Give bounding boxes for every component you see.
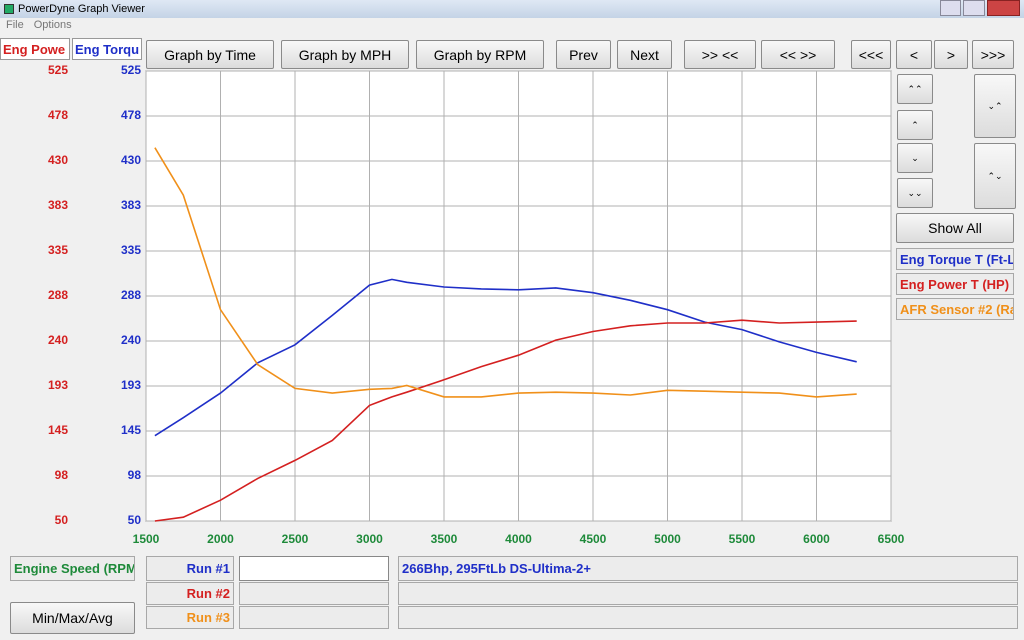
x-tick-label: 5000 [654,532,681,546]
x-tick-label: 6500 [878,532,905,546]
maximize[interactable] [963,0,985,16]
tab[interactable]: Eng Powe [0,38,70,60]
y-tick-label: 383 [48,198,68,212]
y-tick-label: 240 [121,333,141,347]
run-input[interactable] [239,556,389,581]
run-description [398,606,1018,629]
x-tick-label: 5500 [729,532,756,546]
menu-item[interactable]: File [6,19,24,31]
toolbar-button[interactable]: Graph by RPM [416,40,544,69]
scroll-up-fast[interactable]: ⌃⌃ [897,74,933,104]
y-tick-label: 335 [121,243,141,257]
x-tick-label: 4500 [580,532,607,546]
chart: 50 98 145 193 240 288 335 383 430 478 525 50 98 145 19… [48,63,905,546]
y-tick-label: 478 [48,108,68,122]
x-tick-label: 6000 [803,532,830,546]
x-tick-label: 1500 [133,532,160,546]
window-title: PowerDyne Graph Viewer [18,3,145,15]
run-description: 266Bhp, 295FtLb DS-Ultima-2+ [398,556,1018,581]
legend-entry[interactable]: AFR Sensor #2 (Ra [896,298,1014,320]
toolbar-button[interactable]: > [934,40,968,69]
series-line [154,319,857,522]
toolbar-button[interactable]: >> << [684,40,756,69]
y-tick-label: 193 [48,378,68,392]
run-input [239,582,389,605]
y-tick-label: 525 [48,63,68,77]
close[interactable] [986,0,1020,16]
y-tick-label: 288 [48,288,68,302]
y-tick-label: 50 [55,513,69,527]
x-tick-label: 2500 [282,532,309,546]
minimize[interactable] [940,0,962,16]
toolbar-button[interactable]: < [896,40,932,69]
y-tick-label: 478 [121,108,141,122]
menu-bar: File Options [0,18,1024,32]
y-tick-label: 430 [121,153,141,167]
y-tick-label: 430 [48,153,68,167]
run-label: Run #2 [146,582,234,605]
show-all-button[interactable]: Show All [896,213,1014,243]
y-tick-label: 145 [48,423,68,437]
y-tick-label: 288 [121,288,141,302]
scroll-down-fast[interactable]: ⌄⌄ [897,178,933,208]
series-line [154,147,857,398]
y-tick-label: 240 [48,333,68,347]
run-description [398,582,1018,605]
x-tick-label: 3500 [431,532,458,546]
toolbar-button[interactable]: Next [617,40,672,69]
x-tick-label: 3000 [356,532,383,546]
y-tick-label: 50 [128,513,142,527]
toolbar-button[interactable]: >>> [972,40,1014,69]
y-tick-label: 335 [48,243,68,257]
legend-entry[interactable]: Eng Power T (HP) [896,273,1014,295]
y-tick-label: 193 [121,378,141,392]
y-tick-label: 98 [128,468,142,482]
run-input [239,606,389,629]
y-tick-label: 383 [121,198,141,212]
tab[interactable]: Eng Torqu [72,38,142,60]
min-max-button[interactable]: Min/Max/Avg [10,602,135,634]
menu-item[interactable]: Options [33,19,72,31]
run-label: Run #3 [146,606,234,629]
window-controls [940,0,1020,16]
x-tick-label: 2000 [207,532,234,546]
app-icon [4,4,14,14]
y-tick-label: 145 [121,423,141,437]
toolbar-button[interactable]: Graph by Time [146,40,274,69]
scroll-up[interactable]: ⌃ [897,110,933,140]
zoom-in[interactable]: ⌄⌃ [974,74,1016,138]
scroll-down[interactable]: ⌄ [897,143,933,173]
run-label: Run #1 [146,556,234,581]
toolbar-button[interactable]: Prev [556,40,611,69]
toolbar-button[interactable]: << >> [761,40,835,69]
toolbar-button[interactable]: Graph by MPH [281,40,409,69]
zoom-out[interactable]: ⌃⌄ [974,143,1016,209]
toolbar-button[interactable]: <<< [851,40,891,69]
title-bar: PowerDyne Graph Viewer [0,0,1024,18]
x-tick-label: 4000 [505,532,532,546]
y-tick-label: 98 [55,468,69,482]
x-axis-selector[interactable]: Engine Speed (RPM [10,556,135,581]
legend-entry[interactable]: Eng Torque T (Ft-L [896,248,1014,270]
series-line [154,278,857,437]
y-tick-label: 525 [121,63,141,77]
